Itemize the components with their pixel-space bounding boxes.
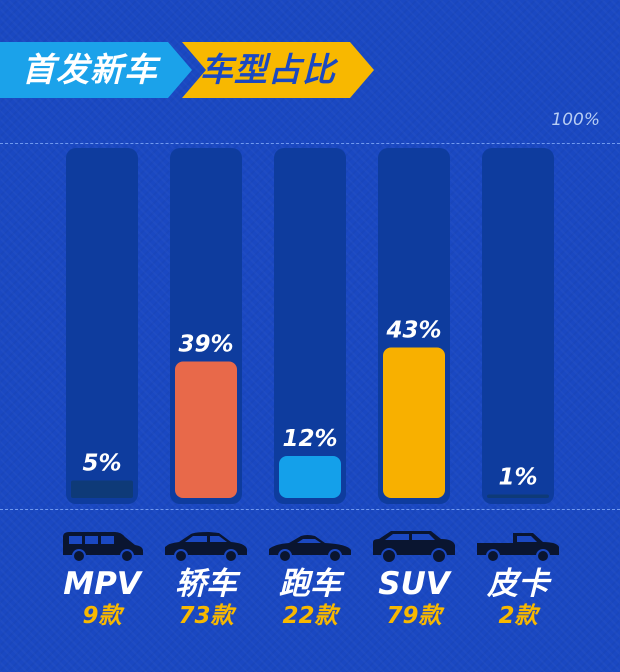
category-mpv: MPV 9款 <box>52 528 152 630</box>
bar-sedan <box>175 361 237 498</box>
value-label-sports-car: 12% <box>282 426 337 452</box>
gridline-100 <box>0 143 620 144</box>
bar-track-pickup <box>482 148 554 504</box>
bar-sports-car <box>279 456 341 498</box>
gridline-0 <box>0 509 620 510</box>
title-banner-shape <box>0 42 374 98</box>
sedan-icon <box>165 532 247 563</box>
bar-mpv <box>71 480 133 498</box>
value-label-sedan: 39% <box>178 332 233 358</box>
category-label: MPV <box>63 566 141 602</box>
category-sports-car: 跑车 22款 <box>260 528 360 630</box>
bar-suv <box>383 347 445 498</box>
category-count: 79款 <box>386 603 442 629</box>
bar-chart: 5% 39% 12% 43% 1% <box>66 148 554 504</box>
bar-track-mpv <box>66 148 138 504</box>
pickup-icon <box>477 533 559 563</box>
category-sedan: 轿车 73款 <box>156 528 256 630</box>
category-label: 轿车 <box>175 566 237 602</box>
bar-pickup <box>487 494 549 498</box>
sports-car-icon <box>269 535 351 563</box>
mpv-icon <box>63 532 143 563</box>
category-count: 9款 <box>82 603 122 629</box>
category-count: 73款 <box>178 603 234 629</box>
category-count: 2款 <box>498 603 538 629</box>
category-suv: SUV 79款 <box>364 528 464 630</box>
category-label: 跑车 <box>279 566 341 602</box>
chart-title-banner: 首发新车 车型占比 <box>0 38 380 102</box>
max-axis-label: 100% <box>551 110 600 130</box>
bar-track-sports-car <box>274 148 346 504</box>
title-left-label: 首发新车 <box>22 50 158 89</box>
category-label: 皮卡 <box>487 566 549 602</box>
title-right-label: 车型占比 <box>200 50 336 89</box>
value-label-mpv: 5% <box>82 451 121 477</box>
category-count: 22款 <box>282 603 338 629</box>
category-pickup: 皮卡 2款 <box>468 528 568 630</box>
suv-icon <box>373 531 455 564</box>
value-label-pickup: 1% <box>498 465 537 491</box>
value-label-suv: 43% <box>385 318 441 344</box>
category-label: SUV <box>378 566 450 602</box>
